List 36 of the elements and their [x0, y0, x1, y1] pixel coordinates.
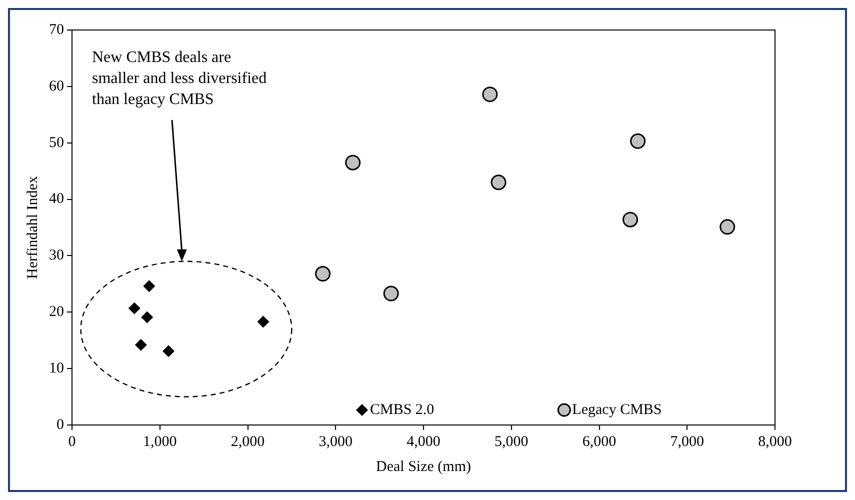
x-tick-label: 1,000: [143, 434, 177, 450]
x-tick-label: 0: [68, 434, 76, 450]
x-tick-label: 2,000: [230, 434, 265, 450]
point: [630, 133, 646, 149]
y-tick-label: 40: [49, 191, 64, 208]
point: [490, 174, 506, 190]
point: [143, 280, 156, 292]
y-axis-title: Herfindahl Index: [24, 176, 41, 279]
y-tick-label: 10: [49, 360, 64, 377]
y-tick-label: 60: [49, 78, 64, 94]
point: [720, 219, 736, 235]
x-tick-label: 7,000: [670, 434, 704, 450]
point: [345, 154, 361, 170]
y-tick-label: 20: [49, 304, 64, 320]
point: [383, 286, 399, 302]
point: [134, 338, 147, 351]
y-tick-label: 0: [56, 416, 64, 433]
x-tick-label: 3,000: [318, 434, 352, 450]
x-tick-label: 4,000: [406, 434, 440, 450]
legend-label: Legacy CMBS: [572, 402, 662, 418]
point: [622, 212, 638, 228]
point: [141, 311, 154, 324]
y-tick-label: 70: [49, 22, 64, 38]
x-tick-label: 5,000: [494, 434, 528, 450]
y-tick-label: 50: [49, 134, 64, 151]
x-axis-title: Deal Size (mm): [376, 458, 471, 475]
x-tick-label: 8,000: [758, 434, 792, 450]
point: [315, 266, 331, 282]
point: [482, 86, 498, 102]
point: [162, 345, 174, 358]
x-tick-label: 6,000: [582, 434, 616, 450]
y-tick-label: 30: [49, 248, 64, 264]
point: [128, 302, 140, 314]
legend-label: CMBS 2.0: [370, 402, 434, 418]
annotation: New CMBS deals are smaller and less diversified than legacy CMBS: [92, 49, 267, 108]
point: [257, 316, 270, 328]
